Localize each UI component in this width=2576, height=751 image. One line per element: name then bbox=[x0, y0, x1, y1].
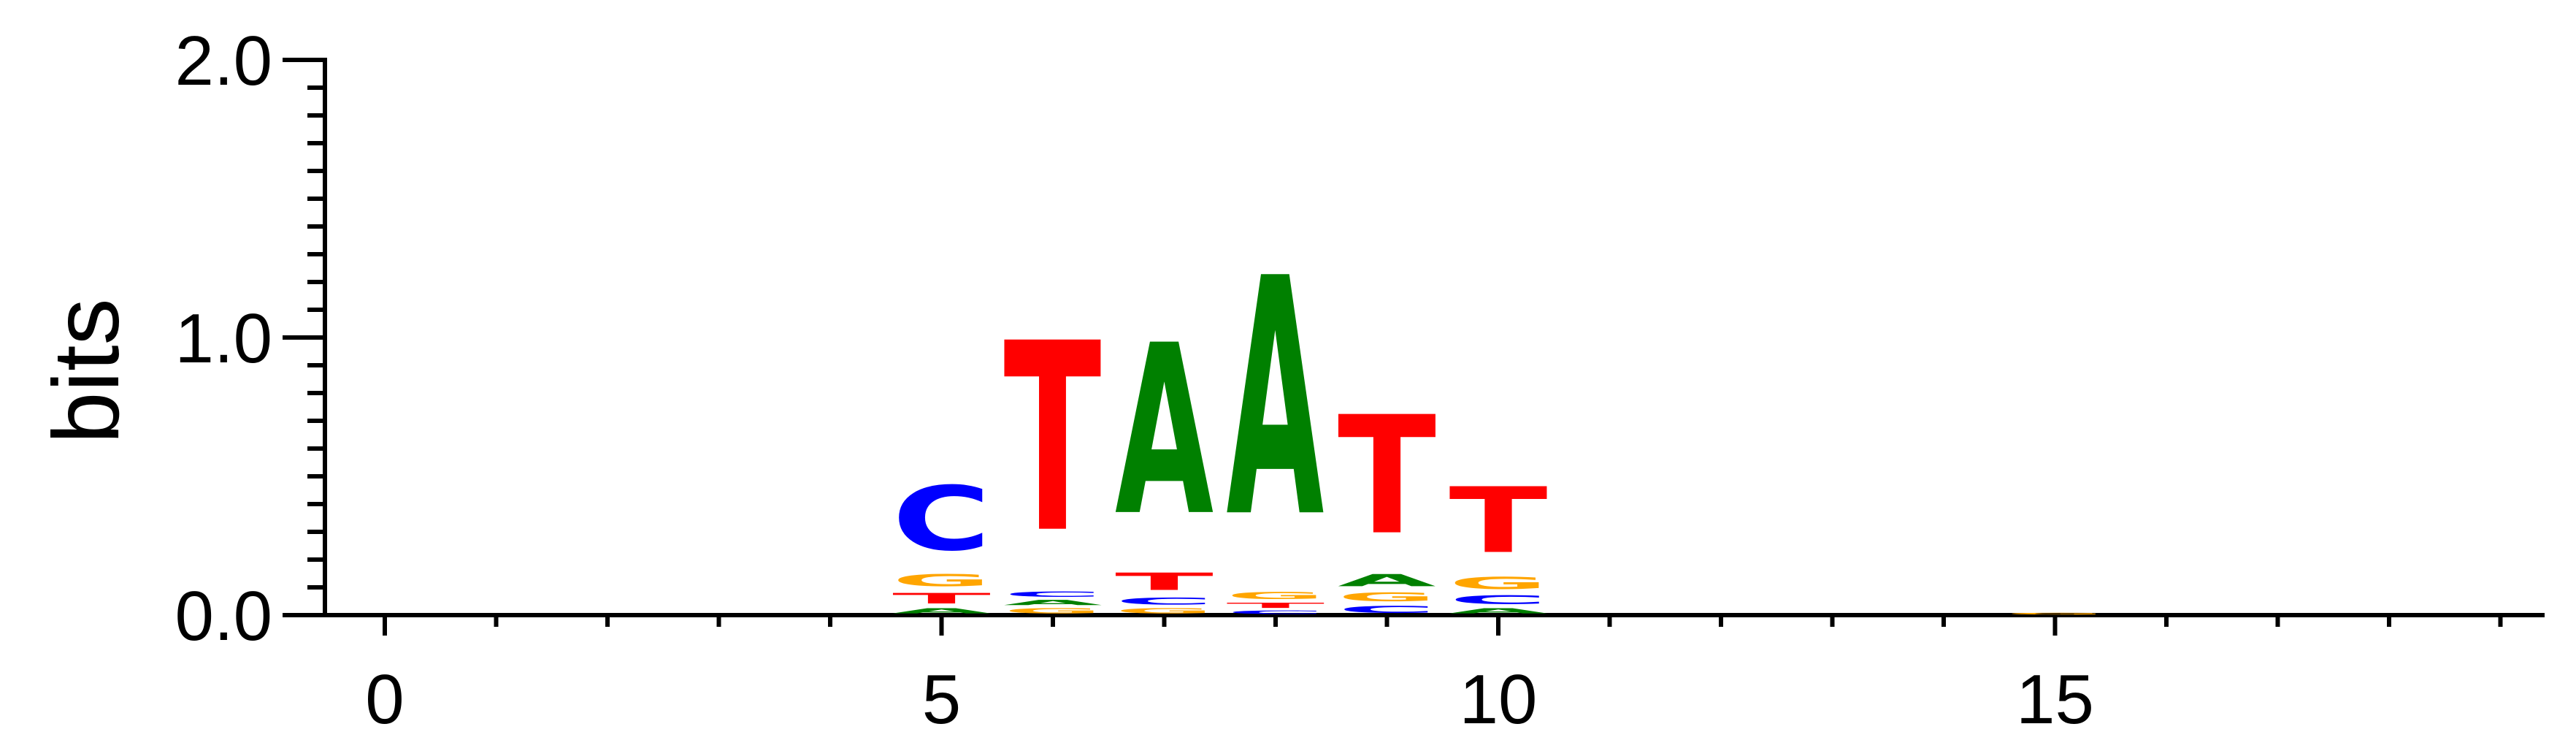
logo-letter-A: A bbox=[1338, 571, 1436, 590]
logo-letter-T: T bbox=[1004, 288, 1103, 590]
x-tick-label: 10 bbox=[1460, 660, 1538, 739]
logo-letter-A: A bbox=[1227, 209, 1325, 590]
logo-letter-A: A bbox=[1004, 598, 1103, 606]
logo-letter-G: G bbox=[1449, 573, 1548, 593]
axis-labels: bits 0.0 1.0 2.0 0 5 10 15 bbox=[34, 22, 2094, 739]
x-tick-label: 15 bbox=[2016, 660, 2094, 739]
logo-letter-C: C bbox=[1449, 593, 1548, 607]
axes bbox=[283, 58, 2545, 636]
logo-letter-A: A bbox=[892, 607, 991, 615]
y-axis-title: bits bbox=[34, 298, 139, 443]
logo-letter-G: G bbox=[1115, 607, 1214, 615]
y-tick-label: 2.0 bbox=[175, 22, 272, 100]
logo-letter-A: A bbox=[1449, 607, 1548, 615]
logo-letter-G: G bbox=[1338, 590, 1436, 604]
logo-letter-T: T bbox=[1227, 601, 1325, 609]
logo-letter-A: A bbox=[1115, 295, 1214, 568]
logo-letter-G: G bbox=[1227, 590, 1325, 601]
logo-letter-C: C bbox=[892, 468, 991, 571]
logo-letter-C: C bbox=[1115, 595, 1214, 606]
logo-letter-T: T bbox=[892, 590, 991, 607]
y-tick-label: 0.0 bbox=[175, 577, 272, 655]
logo-letter-G: G bbox=[2006, 612, 2104, 615]
logo-letter-G: G bbox=[1004, 607, 1103, 615]
logo-letter-T: T bbox=[1115, 568, 1214, 595]
logo-letter-C: C bbox=[1227, 609, 1325, 615]
x-tick-label: 5 bbox=[922, 660, 961, 739]
logo-letter-G: G bbox=[892, 571, 991, 590]
logo-letter-T: T bbox=[1338, 382, 1436, 571]
logo-letter-T: T bbox=[1449, 468, 1548, 573]
x-tick-label: 0 bbox=[365, 660, 404, 739]
y-tick-label: 1.0 bbox=[175, 300, 272, 378]
logo-letter-C: C bbox=[1004, 590, 1103, 598]
logo-letter-C: C bbox=[1338, 604, 1436, 615]
